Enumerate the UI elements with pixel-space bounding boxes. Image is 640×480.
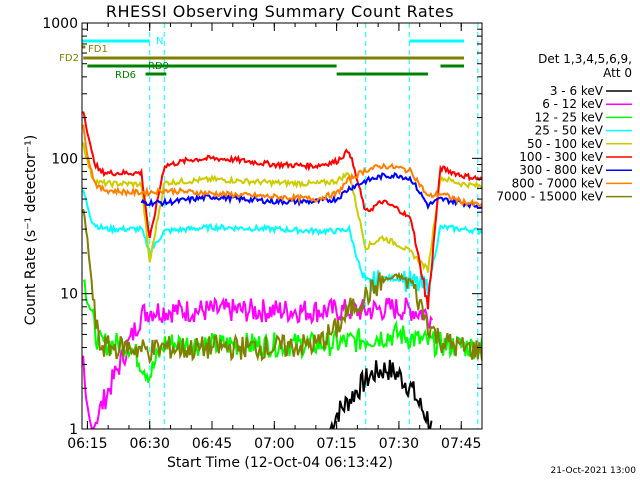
flag-layer: N FD1 FD2 RD9 RD6 [59,36,464,81]
legend-title-line-2: Att 0 [603,66,632,80]
legend-title-line-1: Det 1,3,4,5,6,9, [538,52,632,66]
series-line-1 [82,296,434,429]
footer-timestamp: 21-Oct-2021 13:00 [551,466,637,476]
series-line-7 [82,124,482,208]
flag-label-rd9: RD9 [148,61,169,72]
legend-label-0: 3 - 6 keV [550,84,604,98]
plot-frame [81,22,483,430]
legend-label-7: 800 - 7000 keV [512,176,604,190]
x-tick-label-4: 07:15 [316,436,356,452]
legend-label-2: 12 - 25 keV [535,110,604,124]
legend-label-5: 100 - 300 keV [519,150,603,164]
x-tick-label-1: 06:30 [130,436,170,452]
series-line-5 [82,111,482,310]
x-tick-label-6: 07:45 [441,436,481,452]
series-layer [82,111,482,429]
x-tick-label-3: 07:00 [254,436,294,452]
x-tick-label-5: 07:30 [379,436,419,452]
flag-label-n: N [156,36,163,47]
flag-label-rd6: RD6 [115,70,136,81]
legend-label-8: 7000 - 15000 keV [496,190,603,204]
legend-label-6: 300 - 800 keV [519,163,603,177]
legend-label-1: 6 - 12 keV [542,97,604,111]
series-line-4 [82,142,482,273]
night-boundary-lines [149,23,479,429]
legend-label-3: 25 - 50 keV [535,124,604,138]
y-tick-label-3: 1000 [42,16,78,32]
series-line-0 [329,359,433,429]
flag-label-fd2: FD2 [59,53,79,64]
series-line-8 [82,209,482,365]
flag-label-fd1: FD1 [88,44,108,55]
legend-label-4: 50 - 100 keV [527,137,604,151]
y-tick-label-0: 1 [69,422,78,438]
x-axis-label: Start Time (12-Oct-04 06:13:42) [167,455,393,471]
chart-title: RHESSI Observing Summary Count Rates [106,2,454,21]
x-axis: 06:15 06:30 06:45 07:00 07:15 07:30 07:45 [67,23,483,452]
series-line-2 [82,279,482,384]
y-axis: 1 10 100 1000 [42,16,482,438]
x-tick-label-0: 06:15 [67,436,107,452]
y-axis-label: Count Rate (s⁻¹ detector⁻¹) [23,135,39,325]
series-line-6 [140,172,482,211]
y-tick-label-2: 100 [51,151,78,167]
x-tick-label-2: 06:45 [192,436,232,452]
y-tick-label-1: 10 [60,287,78,303]
